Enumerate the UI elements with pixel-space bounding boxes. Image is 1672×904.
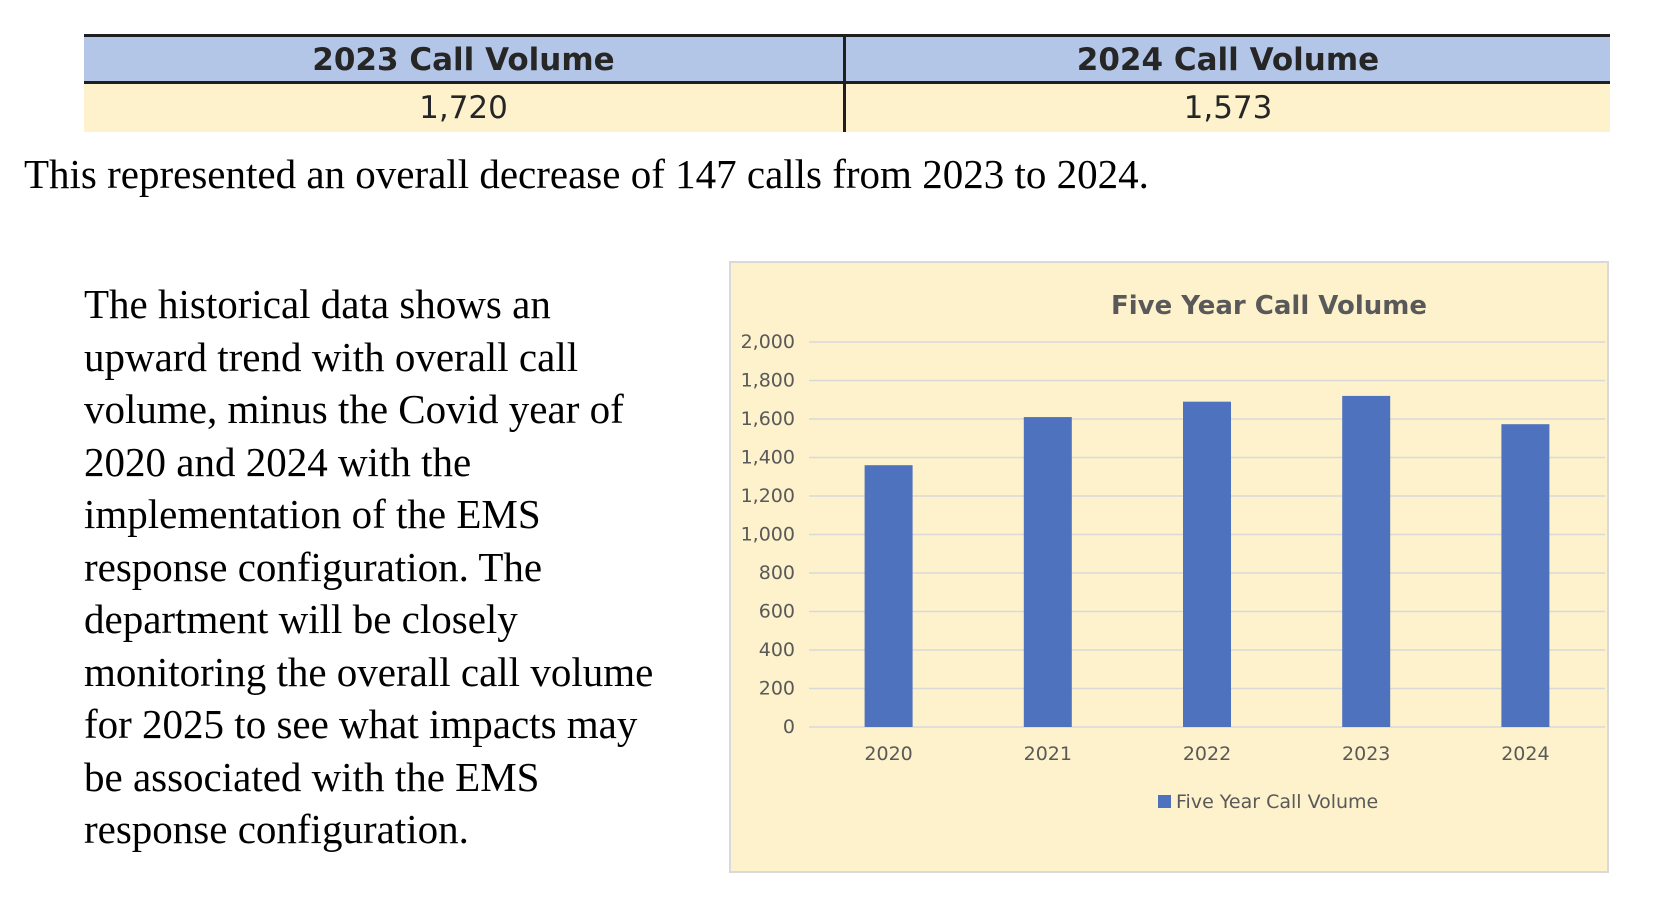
- paragraph-line: response configuration. The: [84, 543, 543, 590]
- paragraph-line: be associated with the EMS: [84, 753, 540, 800]
- legend-swatch: [1158, 795, 1171, 808]
- bars: [864, 395, 1550, 727]
- chart-container: Five Year Call Volume 0 200 400 600 800 1,000…: [729, 261, 1609, 873]
- y-tick-label: 1,600: [741, 408, 795, 430]
- value-2024-call-volume: 1,573: [1183, 90, 1273, 126]
- value-2023-call-volume: 1,720: [419, 90, 508, 126]
- y-tick-label: 600: [759, 601, 795, 623]
- header-2024-call-volume: 2024 Call Volume: [1076, 42, 1380, 78]
- y-axis-ticks: 0 200 400 600 800 1,000 1,200 1,400 1,600 1,800 2,…: [741, 331, 795, 738]
- paragraph-line: response configuration.: [84, 806, 469, 852]
- y-tick-label: 1,800: [741, 370, 795, 392]
- y-tick-label: 200: [759, 678, 795, 700]
- paragraph-line: monitoring the overall call volume: [84, 648, 654, 695]
- header-2023-call-volume: 2023 Call Volume: [312, 42, 615, 78]
- paragraph-line: volume, minus the Covid year of: [84, 386, 624, 432]
- legend: Five Year Call Volume: [1158, 791, 1378, 813]
- bar-2020: [864, 465, 913, 727]
- x-tick-label: 2022: [1183, 743, 1231, 765]
- bar-chart: Five Year Call Volume 0 200 400 600 800 1,000…: [741, 291, 1605, 813]
- legend-label: Five Year Call Volume: [1176, 791, 1378, 813]
- table-column-divider: [843, 34, 846, 132]
- paragraph-line: upward trend with overall call: [84, 333, 579, 380]
- x-tick-label: 2024: [1501, 743, 1549, 765]
- y-tick-label: 0: [783, 716, 795, 738]
- bar-2024: [1501, 424, 1550, 727]
- paragraph-line: for 2025 to see what impacts may: [84, 701, 638, 747]
- paragraph-line: The historical data shows an: [84, 281, 551, 327]
- x-tick-label: 2021: [1024, 743, 1072, 765]
- y-tick-label: 1,200: [741, 485, 795, 507]
- paragraph-line: implementation of the EMS: [84, 491, 541, 537]
- x-tick-label: 2023: [1342, 743, 1390, 765]
- bar-2022: [1183, 401, 1231, 727]
- table-value-row: 1,720 1,573: [84, 84, 1610, 132]
- y-tick-label: 800: [759, 562, 795, 584]
- paragraph-line: 2020 and 2024 with the: [84, 438, 472, 485]
- bar-2023: [1342, 395, 1391, 727]
- historical-paragraph: The historical data shows an upward tren…: [84, 278, 704, 856]
- paragraph-line: department will be closely: [84, 596, 518, 642]
- x-axis-ticks: 2020 2021 2022 2023 2024: [864, 743, 1549, 765]
- chart-title: Five Year Call Volume: [1111, 291, 1427, 321]
- call-volume-table: 2023 Call Volume 2024 Call Volume 1,720 …: [84, 34, 1610, 132]
- y-tick-label: 1,000: [741, 524, 795, 546]
- y-tick-label: 2,000: [741, 331, 795, 353]
- y-tick-label: 400: [759, 639, 795, 661]
- bar-2021: [1023, 417, 1072, 727]
- table-header-row: 2023 Call Volume 2024 Call Volume: [84, 34, 1610, 84]
- y-tick-label: 1,400: [741, 447, 795, 469]
- x-tick-label: 2020: [864, 743, 912, 765]
- summary-text: This represented an overall decrease of …: [24, 151, 1149, 197]
